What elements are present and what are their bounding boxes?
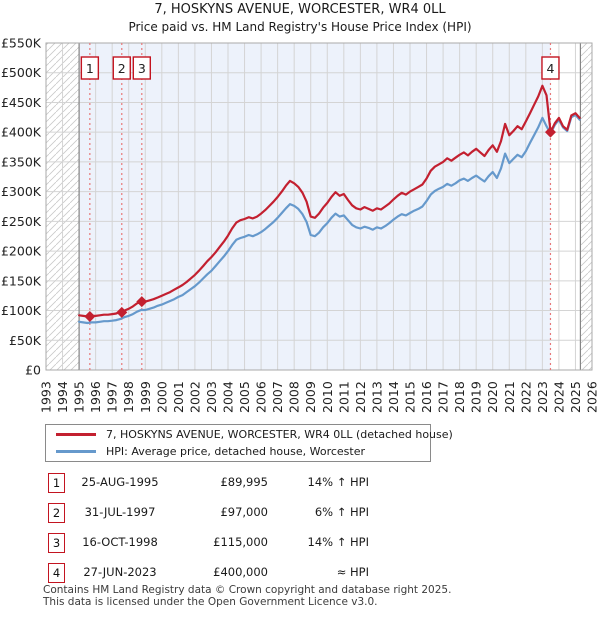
svg-text:£100K: £100K <box>1 303 42 318</box>
svg-text:2007: 2007 <box>270 381 285 413</box>
sale-date: 16-OCT-1998 <box>82 535 158 549</box>
svg-text:£200K: £200K <box>1 244 42 259</box>
sale-price: £400,000 <box>213 565 268 579</box>
svg-text:2013: 2013 <box>369 381 384 413</box>
svg-text:1999: 1999 <box>138 381 153 413</box>
sale-row-1: 1 25-AUG-1995 £89,995 14% ↑ HPI <box>0 473 600 493</box>
sale-row-2: 2 31-JUL-1997 £97,000 6% ↑ HPI <box>0 503 600 523</box>
sale-vs-hpi: 14% ↑ HPI <box>307 535 369 549</box>
page-subtitle: Price paid vs. HM Land Registry's House … <box>128 20 472 34</box>
svg-text:4: 4 <box>546 61 554 76</box>
sale-vs-hpi: 14% ↑ HPI <box>307 475 369 489</box>
svg-text:2010: 2010 <box>320 381 335 413</box>
sale-date: 27-JUN-2023 <box>83 565 157 579</box>
sale-price: £97,000 <box>220 505 268 519</box>
sale-price: £89,995 <box>220 475 268 489</box>
sale-number-badge: 4 <box>48 563 65 583</box>
svg-text:2002: 2002 <box>187 381 202 413</box>
sale-price: £115,000 <box>213 535 268 549</box>
svg-text:£150K: £150K <box>1 273 42 288</box>
svg-text:2024: 2024 <box>551 381 566 413</box>
svg-text:2021: 2021 <box>502 381 517 413</box>
svg-text:£250K: £250K <box>1 214 42 229</box>
svg-text:£50K: £50K <box>9 333 42 348</box>
svg-text:2009: 2009 <box>303 381 318 413</box>
svg-text:2019: 2019 <box>469 381 484 413</box>
property-line-swatch <box>56 432 96 436</box>
svg-text:1994: 1994 <box>55 381 70 413</box>
legend-hpi-label: HPI: Average price, detached house, Worc… <box>106 445 366 459</box>
svg-text:£450K: £450K <box>1 95 42 110</box>
svg-text:£500K: £500K <box>1 65 42 80</box>
svg-text:2005: 2005 <box>237 381 252 413</box>
svg-text:2: 2 <box>118 61 126 76</box>
sale-vs-hpi: ≈ HPI <box>336 565 369 579</box>
svg-text:2014: 2014 <box>386 381 401 413</box>
footer-line-1: Contains HM Land Registry data © Crown c… <box>43 584 452 596</box>
svg-text:2026: 2026 <box>585 381 600 413</box>
legend-item-property: 7, HOSKYNS AVENUE, WORCESTER, WR4 0LL (d… <box>46 427 453 442</box>
sale-number-badge: 3 <box>48 533 65 553</box>
svg-text:2018: 2018 <box>452 381 467 413</box>
sale-date: 31-JUL-1997 <box>84 505 156 519</box>
svg-text:1996: 1996 <box>88 381 103 413</box>
sale-row-4: 4 27-JUN-2023 £400,000 ≈ HPI <box>0 563 600 583</box>
sale-date: 25-AUG-1995 <box>81 475 159 489</box>
svg-text:£400K: £400K <box>1 125 42 140</box>
legend-item-hpi: HPI: Average price, detached house, Worc… <box>46 445 430 460</box>
sale-number-badge: 2 <box>48 503 65 523</box>
svg-text:2023: 2023 <box>535 381 550 413</box>
svg-text:2015: 2015 <box>403 381 418 413</box>
svg-text:1993: 1993 <box>39 381 54 413</box>
svg-text:2017: 2017 <box>436 381 451 413</box>
svg-text:2008: 2008 <box>287 381 302 413</box>
sale-number-badge: 1 <box>48 473 65 493</box>
svg-text:2004: 2004 <box>221 381 236 413</box>
svg-text:£350K: £350K <box>1 154 42 169</box>
svg-text:2006: 2006 <box>254 381 269 413</box>
svg-text:2003: 2003 <box>204 381 219 413</box>
price-chart: £0 £50K £100K £150K £200K £250K £300K £350K £400… <box>1 36 600 414</box>
svg-text:2000: 2000 <box>154 381 169 413</box>
svg-text:2001: 2001 <box>171 381 186 413</box>
hpi-line-swatch <box>56 450 96 454</box>
sale-vs-hpi: 6% ↑ HPI <box>314 505 369 519</box>
svg-text:1: 1 <box>86 61 94 76</box>
svg-text:£0: £0 <box>25 363 41 378</box>
page-title: 7, HOSKYNS AVENUE, WORCESTER, WR4 0LL <box>154 2 446 17</box>
svg-text:2012: 2012 <box>353 381 368 413</box>
svg-text:£550K: £550K <box>1 36 42 51</box>
svg-text:2020: 2020 <box>485 381 500 413</box>
svg-text:2011: 2011 <box>336 381 351 413</box>
svg-text:2022: 2022 <box>518 381 533 413</box>
footer-line-2: This data is licensed under the Open Gov… <box>43 596 378 608</box>
svg-text:1998: 1998 <box>121 381 136 413</box>
svg-text:2016: 2016 <box>419 381 434 413</box>
chart-legend: 7, HOSKYNS AVENUE, WORCESTER, WR4 0LL (d… <box>45 424 453 462</box>
sale-row-3: 3 16-OCT-1998 £115,000 14% ↑ HPI <box>0 533 600 553</box>
svg-text:2025: 2025 <box>568 381 583 413</box>
svg-text:3: 3 <box>138 61 146 76</box>
legend-property-label: 7, HOSKYNS AVENUE, WORCESTER, WR4 0LL (d… <box>106 427 453 441</box>
svg-text:£300K: £300K <box>1 184 42 199</box>
svg-text:1997: 1997 <box>105 381 120 413</box>
svg-text:1995: 1995 <box>72 381 87 413</box>
